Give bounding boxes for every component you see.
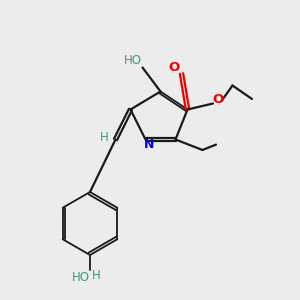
Text: O: O — [168, 61, 180, 74]
Text: HO: HO — [124, 54, 142, 68]
Text: N: N — [144, 138, 154, 152]
Text: H: H — [92, 269, 101, 282]
Text: H: H — [100, 130, 109, 144]
Text: O: O — [213, 93, 224, 106]
Text: HO: HO — [72, 271, 90, 284]
